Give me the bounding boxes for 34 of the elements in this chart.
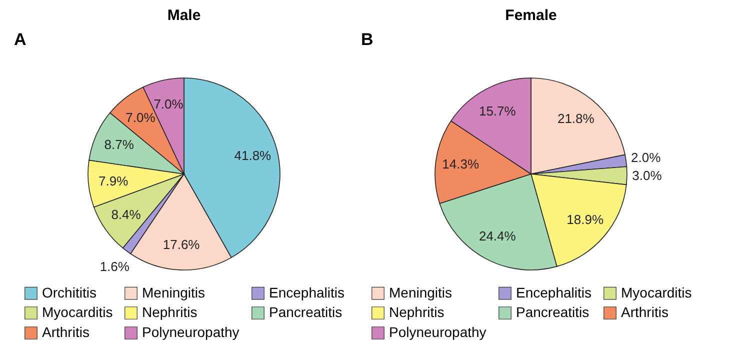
legend-label: Polyneuropathy: [142, 324, 240, 340]
legend-label: Nephritis: [389, 304, 444, 320]
legend-label: Myocarditis: [621, 284, 692, 300]
data-label: 8.7%: [104, 137, 134, 152]
data-label: 2.0%: [631, 150, 662, 165]
data-label: 7.9%: [98, 173, 129, 188]
legend-label: Pancreatitis: [516, 304, 590, 320]
legend-label: Myocarditis: [42, 304, 113, 320]
data-label: 21.8%: [557, 110, 595, 126]
legend-label: Meningitis: [389, 284, 452, 300]
data-label: 41.8%: [234, 148, 272, 163]
data-label: 14.3%: [442, 156, 480, 172]
chart-title: Male: [167, 7, 201, 24]
legend-label: Arthritis: [621, 304, 668, 320]
data-label: 24.4%: [478, 228, 516, 244]
data-label: 15.7%: [478, 103, 516, 118]
legend-label: Arthritis: [42, 324, 90, 340]
legend-label: Encephalitis: [516, 284, 592, 300]
legend-label: Orchititis: [42, 284, 96, 300]
data-label: 18.9%: [566, 212, 604, 228]
text: A: [14, 30, 26, 49]
data-label: 1.6%: [100, 258, 130, 274]
legend-label: Nephritis: [142, 304, 198, 320]
legend-label: Meningitis: [142, 284, 206, 300]
chart-title: Female: [505, 7, 557, 24]
text: B: [361, 30, 374, 49]
legend-label: Pancreatitis: [269, 304, 342, 320]
legend-label: Encephalitis: [269, 284, 344, 300]
legend-label: Polyneuropathy: [389, 324, 486, 340]
data-label: 17.6%: [162, 236, 200, 252]
data-label: 7.0%: [126, 110, 156, 125]
data-label: 7.0%: [154, 96, 184, 112]
data-label: 8.4%: [111, 207, 142, 222]
data-label: 3.0%: [632, 168, 662, 183]
